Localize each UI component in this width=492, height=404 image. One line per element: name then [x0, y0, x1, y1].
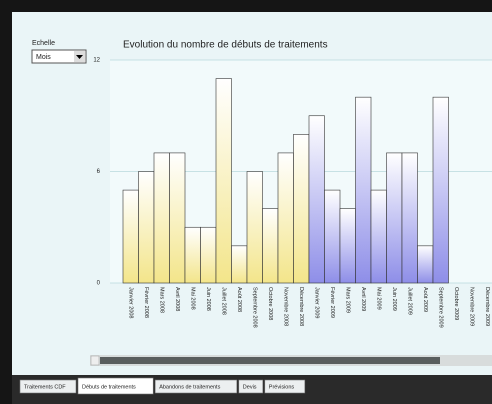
x-tick-label: Novembre 2008	[282, 287, 288, 326]
bar	[153, 152, 170, 284]
bar	[169, 152, 186, 284]
x-tick-label: Septembre 2008	[251, 287, 257, 328]
x-tick-label: Février 2008	[143, 287, 149, 318]
tab-label[interactable]: Prévisions	[269, 384, 295, 390]
tab-label[interactable]: Traitements CDF	[24, 384, 66, 390]
y-tick-label: 6	[97, 169, 101, 175]
bar	[277, 152, 294, 284]
bar	[262, 208, 279, 284]
bar	[339, 208, 356, 284]
bar	[138, 171, 155, 284]
tab-label[interactable]: Débuts de traitements	[82, 384, 136, 390]
scale-select[interactable]: Mois	[31, 49, 87, 64]
x-tick-label: Avril 2008	[174, 287, 180, 311]
bar	[200, 226, 217, 284]
bar	[122, 189, 139, 284]
tab[interactable]	[19, 379, 77, 394]
x-tick-label: Juin 2009	[391, 287, 397, 311]
tab[interactable]	[154, 379, 238, 394]
tab[interactable]	[238, 379, 264, 394]
tab-label[interactable]: Devis	[243, 384, 257, 390]
tab[interactable]	[264, 379, 306, 394]
x-tick-label: Janvier 2008	[127, 287, 133, 319]
bar	[324, 189, 341, 284]
x-tick-label: Mars 2008	[158, 287, 164, 313]
scrollbar[interactable]	[90, 355, 492, 366]
bar	[370, 189, 387, 284]
x-tick-label: Mai 2008	[189, 287, 195, 310]
chart-title: Evolution du nombre de débuts de traitem…	[123, 40, 328, 51]
x-tick-label: Octobre 2009	[453, 287, 459, 320]
x-tick-label: Septembre 2009	[437, 287, 443, 328]
bar	[215, 78, 232, 284]
tab[interactable]	[77, 377, 154, 395]
scale-value[interactable]: Mois	[36, 54, 51, 61]
bar	[432, 96, 449, 284]
x-tick-label: Décembre 2009	[484, 287, 490, 326]
plot-area: 0 6 12 Janvier 2008 Février 2008 Mars 2008 Avr…	[93, 58, 492, 328]
x-tick-label: Juillet 2009	[406, 287, 412, 315]
x-tick-label: Août 2008	[236, 287, 242, 312]
x-tick-label: Juillet 2008	[220, 287, 226, 315]
x-tick-label: Novembre 2009	[468, 287, 474, 326]
bar	[231, 245, 248, 284]
x-tick-label: Février 2009	[329, 287, 335, 318]
x-tick-label: Octobre 2008	[267, 287, 273, 320]
x-tick-label: Janvier 2009	[313, 287, 319, 319]
y-tick-label: 12	[93, 58, 100, 64]
x-tick-label: Décembre 2008	[298, 287, 304, 326]
bar	[401, 152, 418, 284]
x-tick-label: Juin 2008	[205, 287, 211, 311]
x-tick-label: Mai 2009	[375, 287, 381, 310]
bar	[355, 96, 372, 284]
tab-label[interactable]: Abandons de traitements	[159, 384, 220, 390]
x-tick-label: Avril 2009	[360, 287, 366, 311]
bar	[293, 134, 310, 284]
bar	[417, 245, 434, 284]
x-tick-label: Août 2009	[422, 287, 428, 312]
scale-label: Echelle	[32, 40, 55, 47]
bar	[246, 171, 263, 284]
bar	[386, 152, 403, 284]
y-tick-label: 0	[97, 281, 101, 287]
tabs: Traitements CDF Débuts de traitements Aban…	[19, 377, 306, 395]
bar	[184, 226, 201, 284]
bar	[308, 115, 325, 284]
x-tick-label: Mars 2009	[344, 287, 350, 313]
